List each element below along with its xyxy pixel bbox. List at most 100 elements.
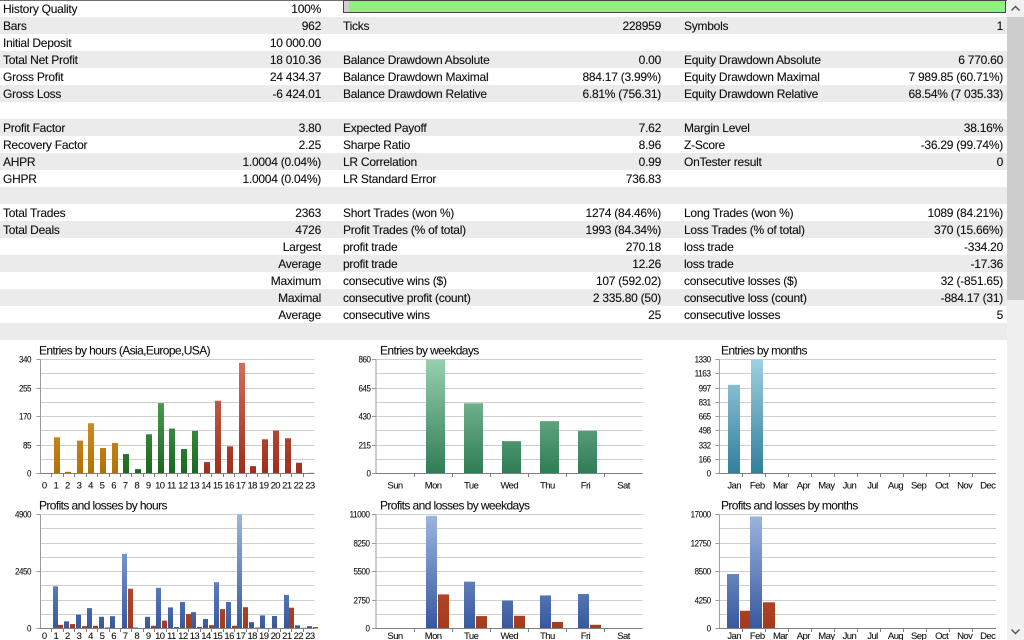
svg-text:9: 9 [146, 481, 151, 492]
svg-text:340: 340 [19, 355, 31, 366]
svg-text:5500: 5500 [354, 567, 370, 578]
svg-text:10: 10 [155, 481, 165, 492]
svg-text:11: 11 [167, 481, 176, 492]
svg-text:22: 22 [294, 631, 304, 640]
svg-text:Mon: Mon [425, 631, 442, 640]
svg-text:831: 831 [699, 398, 711, 409]
svg-text:8: 8 [134, 631, 139, 640]
svg-text:2: 2 [65, 631, 70, 640]
svg-text:21: 21 [282, 481, 292, 492]
svg-text:8: 8 [134, 481, 139, 492]
svg-text:8250: 8250 [354, 539, 370, 550]
svg-text:20: 20 [271, 631, 281, 640]
svg-text:Jan: Jan [727, 481, 741, 492]
svg-text:Wed: Wed [500, 481, 518, 492]
svg-text:19: 19 [259, 631, 269, 640]
svg-text:23: 23 [305, 481, 315, 492]
svg-text:20: 20 [271, 481, 281, 492]
svg-text:860: 860 [359, 355, 371, 366]
svg-text:Tue: Tue [464, 481, 479, 492]
svg-text:6: 6 [111, 631, 116, 640]
svg-text:2450: 2450 [15, 567, 31, 578]
svg-text:Thu: Thu [540, 481, 555, 492]
svg-text:22: 22 [294, 481, 304, 492]
svg-text:4900: 4900 [15, 510, 31, 521]
svg-text:Dec: Dec [980, 481, 996, 492]
svg-text:May: May [818, 631, 835, 640]
svg-text:Feb: Feb [750, 631, 765, 640]
svg-text:5: 5 [100, 481, 105, 492]
svg-text:11: 11 [167, 631, 176, 640]
svg-text:1: 1 [53, 631, 58, 640]
svg-text:Mar: Mar [773, 631, 788, 640]
svg-text:9: 9 [146, 631, 151, 640]
svg-text:Wed: Wed [500, 631, 518, 640]
svg-text:Sat: Sat [617, 631, 631, 640]
svg-text:0: 0 [367, 469, 371, 480]
svg-text:13: 13 [190, 631, 200, 640]
svg-text:12750: 12750 [691, 539, 711, 550]
svg-text:18: 18 [247, 631, 257, 640]
svg-text:3: 3 [77, 631, 82, 640]
svg-text:665: 665 [699, 412, 711, 423]
svg-text:Sat: Sat [617, 481, 631, 492]
svg-text:Entries by months: Entries by months [721, 344, 807, 358]
svg-text:Dec: Dec [980, 631, 996, 640]
svg-text:Mon: Mon [425, 481, 442, 492]
svg-text:16: 16 [224, 631, 234, 640]
svg-text:Thu: Thu [540, 631, 555, 640]
svg-text:0: 0 [27, 624, 31, 635]
svg-text:7: 7 [123, 631, 128, 640]
svg-text:12: 12 [178, 631, 188, 640]
svg-text:12: 12 [178, 481, 188, 492]
svg-text:4: 4 [88, 481, 93, 492]
svg-text:Sun: Sun [387, 631, 403, 640]
svg-text:0: 0 [707, 469, 711, 480]
svg-text:Nov: Nov [957, 481, 973, 492]
svg-text:17: 17 [236, 481, 246, 492]
svg-text:11000: 11000 [350, 510, 370, 521]
svg-text:85: 85 [23, 441, 31, 452]
svg-text:1163: 1163 [695, 369, 711, 380]
svg-text:18: 18 [247, 481, 257, 492]
svg-text:Apr: Apr [797, 631, 811, 640]
svg-text:645: 645 [359, 384, 371, 395]
svg-text:Fri: Fri [581, 631, 591, 640]
svg-text:332: 332 [699, 441, 711, 452]
svg-text:13: 13 [190, 481, 200, 492]
svg-text:0: 0 [42, 631, 47, 640]
svg-text:0: 0 [27, 469, 31, 480]
svg-text:Sep: Sep [911, 481, 927, 492]
svg-text:8500: 8500 [695, 567, 711, 578]
svg-text:166: 166 [699, 455, 711, 466]
svg-text:15: 15 [213, 631, 223, 640]
svg-text:Entries by weekdays: Entries by weekdays [380, 344, 479, 358]
svg-text:17000: 17000 [691, 510, 711, 521]
svg-text:2750: 2750 [354, 596, 370, 607]
svg-text:Jan: Jan [727, 631, 741, 640]
svg-text:Feb: Feb [750, 481, 765, 492]
svg-text:Jun: Jun [843, 631, 857, 640]
svg-text:0: 0 [366, 624, 370, 635]
svg-text:Apr: Apr [797, 481, 811, 492]
svg-text:10: 10 [155, 631, 165, 640]
svg-text:21: 21 [282, 631, 292, 640]
svg-text:Jul: Jul [867, 631, 878, 640]
svg-text:997: 997 [699, 384, 711, 395]
svg-text:Aug: Aug [888, 631, 904, 640]
svg-text:14: 14 [201, 631, 211, 640]
svg-text:498: 498 [699, 426, 711, 437]
svg-text:Fri: Fri [581, 481, 591, 492]
svg-text:430: 430 [359, 412, 371, 423]
svg-text:4: 4 [88, 631, 93, 640]
svg-text:Profits and losses by months: Profits and losses by months [721, 499, 858, 513]
svg-text:4250: 4250 [695, 596, 711, 607]
svg-text:Oct: Oct [935, 631, 949, 640]
svg-text:Profits and losses by hours: Profits and losses by hours [39, 499, 167, 513]
svg-text:7: 7 [123, 481, 128, 492]
svg-text:16: 16 [224, 481, 234, 492]
svg-text:Oct: Oct [935, 481, 949, 492]
svg-text:15: 15 [213, 481, 223, 492]
svg-text:255: 255 [19, 384, 31, 395]
svg-text:Jul: Jul [867, 481, 878, 492]
